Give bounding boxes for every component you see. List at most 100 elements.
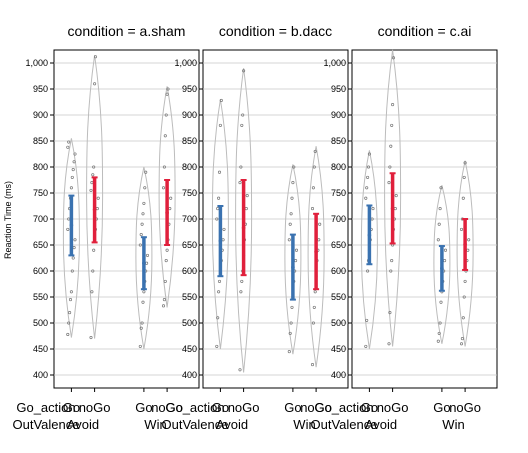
y-tick-label: 1,000 [174, 58, 197, 68]
data-point [289, 321, 293, 325]
data-point [461, 196, 465, 200]
y-tick-label: 600 [331, 266, 346, 276]
y-tick-label: 450 [33, 344, 48, 354]
data-point [460, 337, 464, 341]
data-point [91, 173, 95, 177]
data-point [71, 168, 75, 172]
y-tick-label: 450 [331, 344, 346, 354]
data-point [92, 248, 96, 252]
data-point [96, 196, 100, 200]
x-tick-label: noGo [79, 400, 111, 415]
data-point [439, 300, 443, 304]
panel-1: condition = a.sham 400 450 500 550 600 650 700 7… [13, 23, 200, 432]
y-tick-label: 400 [182, 370, 197, 380]
y-tick-label: 950 [182, 84, 197, 94]
y-tick-label: 750 [33, 188, 48, 198]
data-point [161, 186, 166, 190]
x-tick-label: Go [433, 400, 450, 415]
x-axis-label-line1: Go_action [314, 400, 373, 415]
y-tick-label: 1,000 [323, 58, 346, 68]
data-point [391, 56, 396, 60]
mean-point [440, 266, 444, 271]
y-tick-label: 850 [33, 136, 48, 146]
data-point [366, 269, 370, 273]
x-tick-label: noGo [151, 400, 183, 415]
y-tick-label: 800 [182, 162, 197, 172]
x-group-label: Win [293, 417, 315, 432]
x-tick-label: noGo [449, 400, 481, 415]
data-point [463, 279, 467, 283]
data-point [141, 212, 145, 216]
data-point [216, 316, 220, 320]
data-point [92, 165, 96, 169]
data-point [217, 196, 221, 200]
y-tick-label: 900 [182, 110, 197, 120]
x-tick-label: Go [212, 400, 229, 415]
data-point [143, 186, 147, 190]
data-point [218, 123, 222, 127]
mean-point [241, 226, 246, 230]
y-tick-label: 550 [33, 292, 48, 302]
y-tick-label: 400 [331, 370, 346, 380]
violin-outline [384, 49, 402, 347]
data-point [393, 207, 397, 211]
mean-point [291, 265, 295, 270]
data-point [289, 212, 293, 216]
data-point [69, 290, 73, 294]
violin-outline [456, 160, 474, 347]
data-point [387, 342, 391, 346]
x-tick-label: noGo [300, 400, 332, 415]
data-point [140, 222, 144, 226]
data-point [239, 290, 243, 294]
panel-title: condition = a.sham [68, 23, 186, 39]
data-point [67, 321, 71, 325]
y-tick-label: 800 [331, 162, 346, 172]
y-tick-label: 650 [331, 240, 346, 250]
data-point [462, 295, 466, 299]
data-point [73, 238, 77, 242]
data-point [168, 207, 172, 211]
data-point [215, 217, 219, 221]
data-point [93, 55, 98, 59]
data-point [217, 290, 221, 294]
data-point [311, 186, 315, 190]
data-point [161, 304, 166, 308]
x-tick-label: Go [135, 400, 152, 415]
data-point [67, 140, 71, 144]
mean-point [314, 249, 318, 254]
y-axis-label: Reaction Time (ms) [3, 181, 13, 259]
data-point [294, 248, 299, 252]
data-point [144, 170, 148, 174]
data-point [222, 227, 226, 231]
data-point [459, 342, 464, 346]
data-point [317, 238, 321, 242]
data-point [291, 181, 295, 185]
mean-point [69, 223, 74, 228]
data-point [142, 290, 146, 294]
y-tick-label: 850 [331, 136, 346, 146]
data-point [438, 321, 442, 325]
violin-outline [86, 55, 104, 339]
data-point [294, 259, 298, 263]
panel-title: condition = c.ai [378, 23, 472, 39]
data-point [367, 152, 371, 156]
panel-2: condition = b.dacc 400 450 500 550 600 650 700 7… [162, 23, 349, 432]
violin-outline [135, 166, 153, 350]
violin-outline [211, 99, 229, 350]
data-point [459, 227, 464, 231]
data-point [71, 256, 75, 260]
data-point [313, 149, 317, 153]
y-tick-label: 900 [33, 110, 48, 120]
y-tick-label: 600 [182, 266, 197, 276]
mean-point [390, 206, 395, 211]
data-point [287, 350, 291, 354]
data-point [165, 92, 169, 96]
data-point [72, 246, 76, 250]
data-point [364, 196, 368, 200]
y-tick-label: 550 [182, 292, 197, 302]
data-point [292, 165, 296, 169]
x-tick-label: Go [284, 400, 301, 415]
data-point [145, 261, 149, 265]
data-point [366, 175, 370, 179]
y-tick-label: 700 [182, 214, 197, 224]
